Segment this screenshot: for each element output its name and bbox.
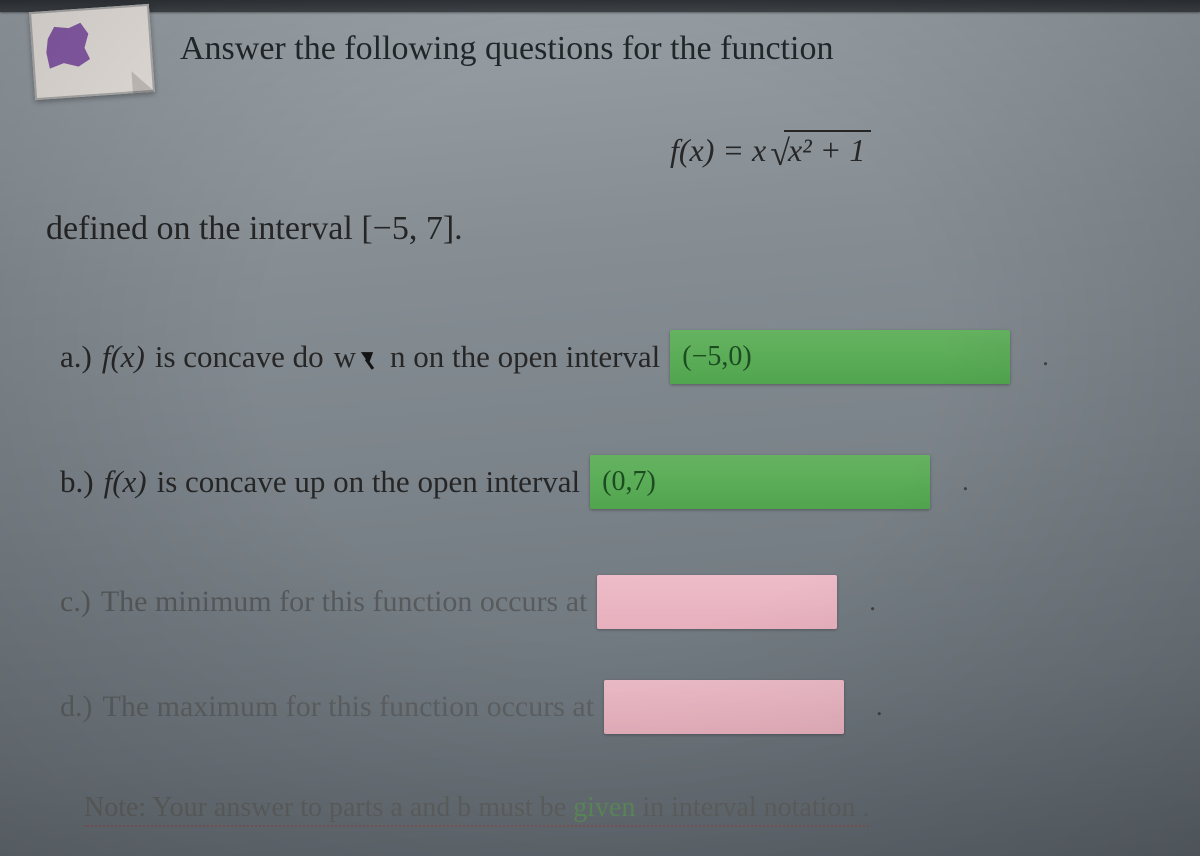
radicand: x² + 1 xyxy=(784,130,871,168)
note-green: given xyxy=(573,792,635,823)
mark-a: . xyxy=(1042,342,1049,372)
question-b: b.) f(x) is concave up on the open inter… xyxy=(60,455,1140,509)
domain-interval: [−5, 7] xyxy=(361,210,454,247)
instruction-text: Answer the following questions for the f… xyxy=(180,30,833,68)
text-d: The maximum for this function occurs at xyxy=(103,690,595,724)
worksheet-body: Answer the following questions for the f… xyxy=(0,0,1200,856)
label-c: c.) xyxy=(60,585,91,619)
domain-text: defined on the interval [−5, 7]. xyxy=(46,210,463,248)
function-definition: f(x) = x x² + 1 xyxy=(670,128,871,170)
answer-box-b[interactable]: (0,7) xyxy=(590,455,930,509)
fx-b: f(x) xyxy=(104,464,147,500)
question-c: c.) The minimum for this function occurs… xyxy=(60,575,1140,629)
mouse-cursor-icon xyxy=(364,348,382,374)
note-pre: Note: Your answer to parts a and b must … xyxy=(84,792,573,823)
cursor-w: w xyxy=(334,339,356,375)
text-a-pre: is concave do xyxy=(155,339,324,375)
question-a: a.) f(x) is concave do w n on the open int… xyxy=(60,330,1140,384)
text-b: is concave up on the open interval xyxy=(157,464,581,500)
domain-pre: defined on the interval xyxy=(46,210,361,247)
answer-box-a[interactable]: (−5,0) xyxy=(670,330,1010,384)
label-d: d.) xyxy=(60,690,93,724)
sqrt-icon: x² + 1 xyxy=(766,128,871,170)
mark-b: . xyxy=(962,467,969,497)
mark-d: . xyxy=(876,692,883,722)
fx-lhs: f(x) = x xyxy=(670,132,766,168)
domain-post: . xyxy=(454,210,463,247)
question-d: d.) The maximum for this function occurs… xyxy=(60,680,1140,734)
text-c: The minimum for this function occurs at xyxy=(101,585,588,619)
label-a: a.) xyxy=(60,339,92,375)
answer-box-c[interactable] xyxy=(597,575,837,629)
mark-c: . xyxy=(869,587,876,617)
note-post: in interval notation . xyxy=(635,792,869,823)
fx-a: f(x) xyxy=(102,339,145,375)
text-a-post: n on the open interval xyxy=(390,339,660,375)
label-b: b.) xyxy=(60,464,94,500)
footer-note: Note: Your answer to parts a and b must … xyxy=(84,792,869,824)
answer-box-d[interactable] xyxy=(604,680,844,734)
